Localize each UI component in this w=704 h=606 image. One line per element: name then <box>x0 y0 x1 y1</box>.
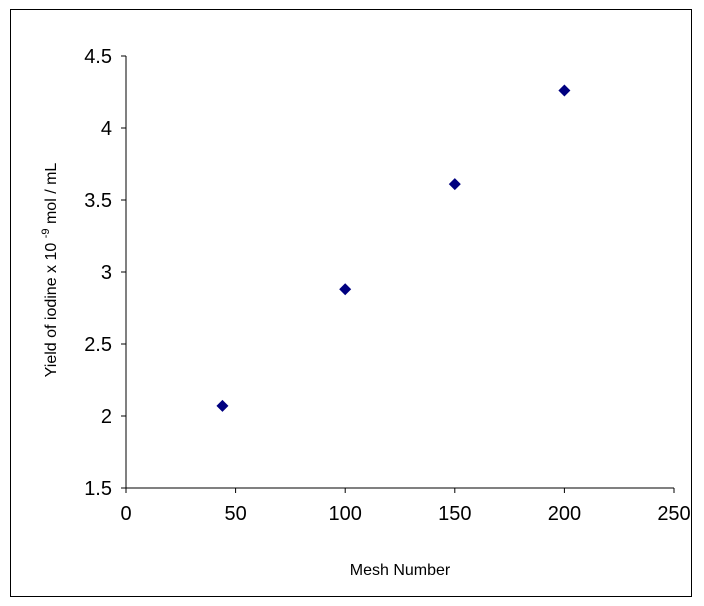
y-tick-label: 2.5 <box>84 334 112 356</box>
y-ticks: 1.5 2 2.5 3 3.5 4 4.5 <box>84 46 126 500</box>
axes <box>125 56 674 489</box>
y-axis-title: Yield of iodine x 10 -9 mol / mL <box>36 163 60 378</box>
x-tick-label: 50 <box>224 503 246 525</box>
data-point <box>339 283 352 296</box>
x-ticks: 0 50 100 150 200 250 <box>120 488 691 525</box>
data-point <box>558 84 571 97</box>
y-axis-title-suffix: mol / mL <box>43 163 60 224</box>
x-tick-label: 100 <box>329 503 362 525</box>
x-tick-label: 250 <box>657 503 690 525</box>
y-axis-title-superscript: -9 <box>40 228 52 238</box>
x-axis-title: Mesh Number <box>350 562 451 579</box>
data-point <box>216 399 229 412</box>
y-tick-label: 4 <box>101 118 112 140</box>
data-points <box>216 84 571 412</box>
y-tick-label: 1.5 <box>84 478 112 500</box>
y-tick-label: 2 <box>101 406 112 428</box>
y-tick-label: 3.5 <box>84 190 112 212</box>
chart-frame <box>10 9 692 597</box>
x-tick-label: 0 <box>120 503 131 525</box>
y-axis-title-prefix: Yield of iodine x 10 <box>43 243 60 378</box>
data-point <box>448 178 461 191</box>
x-tick-label: 150 <box>438 503 471 525</box>
x-tick-label: 200 <box>548 503 581 525</box>
y-tick-label: 3 <box>101 262 112 284</box>
y-tick-label: 4.5 <box>84 46 112 68</box>
